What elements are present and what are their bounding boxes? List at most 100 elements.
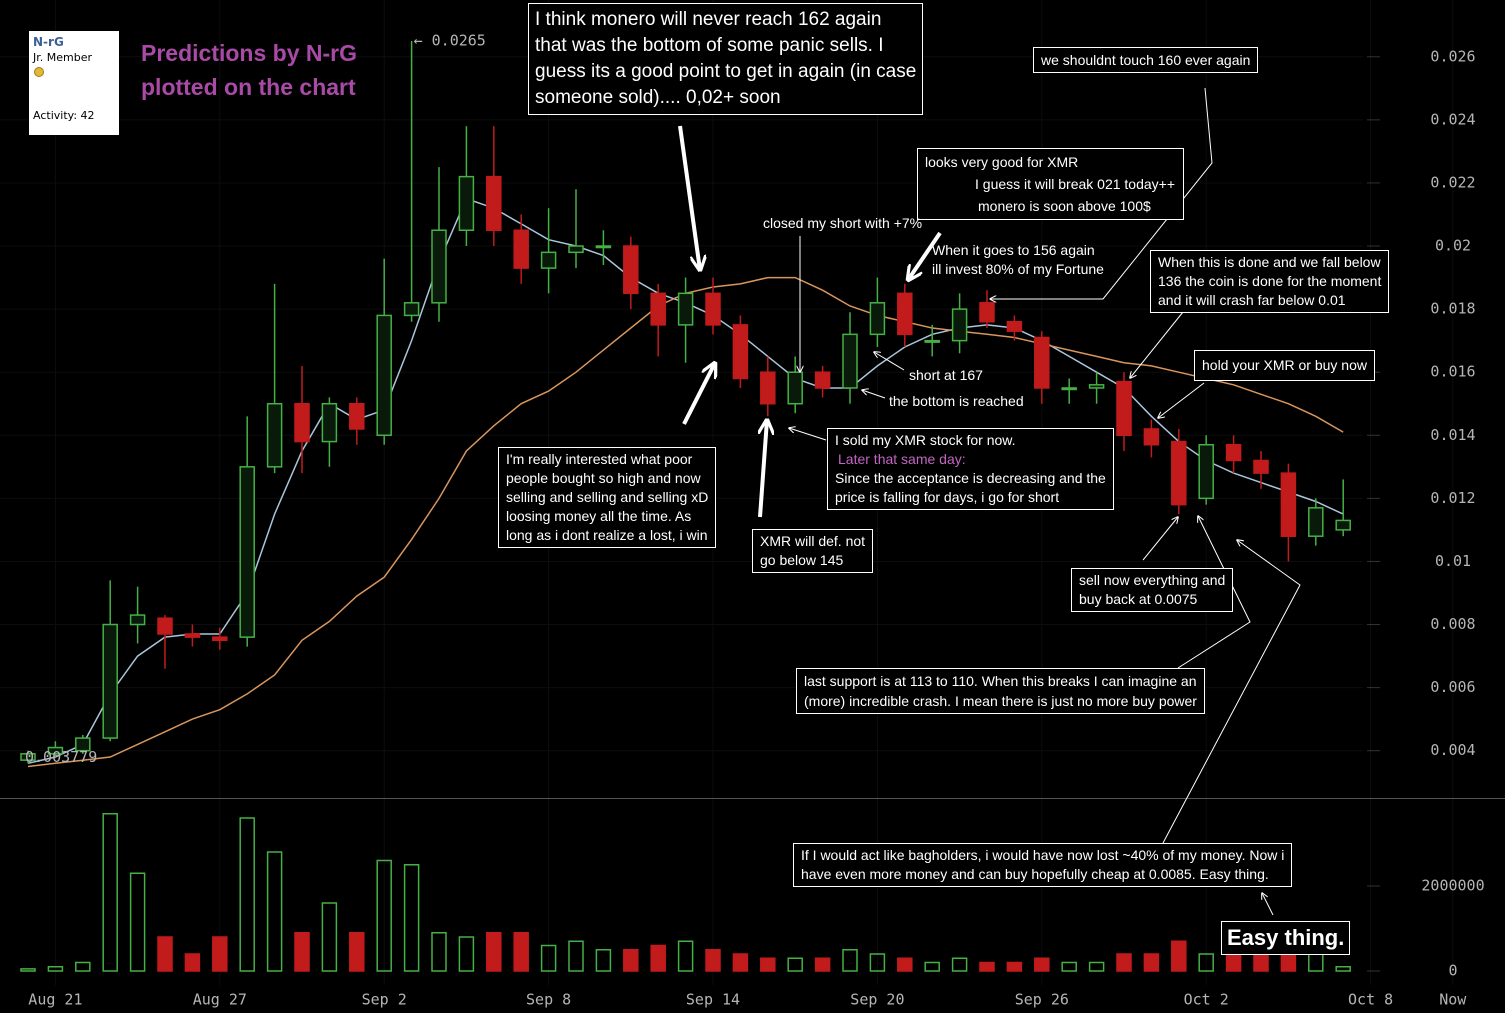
coin-icon — [34, 67, 44, 77]
volume-panel — [20, 813, 1351, 972]
candle-body — [1335, 519, 1351, 531]
x-tick-label: Sep 26 — [1015, 991, 1069, 1009]
arrow — [682, 363, 715, 425]
volume-bar — [20, 968, 36, 972]
volume-bar — [814, 957, 831, 972]
arrows — [678, 87, 1301, 916]
annotation: short at 167 — [909, 366, 983, 385]
y-tick-label: 0.02 — [1435, 237, 1471, 255]
volume-bar — [513, 932, 529, 972]
chart-title: Predictions by N-rG — [141, 40, 357, 66]
arrow — [1142, 517, 1178, 561]
arrow — [1158, 382, 1205, 418]
candle-body — [184, 633, 201, 638]
annotation: we shouldnt touch 160 ever again — [1033, 47, 1259, 73]
candle-body — [1225, 443, 1242, 462]
volume-bar — [979, 961, 995, 972]
volume-bar — [486, 932, 502, 972]
y-tick-label: 0.01 — [1435, 552, 1471, 570]
y-tick-label: 0.008 — [1430, 615, 1475, 633]
volume-bar — [266, 851, 283, 972]
volume-bar — [431, 932, 447, 972]
volume-bar — [1006, 961, 1023, 972]
volume-bar — [47, 966, 64, 972]
annotation-line: loosing money all the time. As — [506, 508, 692, 524]
arrow — [760, 420, 767, 518]
candle-body — [513, 229, 529, 269]
candle-body — [1034, 336, 1050, 389]
x-tick-label: Sep 2 — [362, 991, 407, 1009]
candle-body — [458, 175, 475, 232]
annotation-line: people bought so high and now — [506, 470, 701, 486]
volume-bar — [321, 902, 338, 972]
candle-body — [540, 251, 557, 269]
volume-bar — [1308, 953, 1324, 972]
annotation: sell now everything and buy back at 0.00… — [1071, 568, 1234, 612]
volume-bar — [540, 944, 557, 972]
y-tick-label: 0.016 — [1430, 363, 1475, 381]
volume-bar — [157, 936, 173, 972]
volume-bar — [1034, 957, 1050, 972]
volume-bar — [623, 949, 639, 972]
candle-body — [239, 466, 255, 638]
volume-bar — [129, 872, 146, 972]
annotation-line: short at 167 — [909, 367, 983, 383]
annotation: I'm really interested what poor people b… — [498, 447, 717, 548]
annotation-line: and it will crash far below 0.01 — [1158, 292, 1346, 308]
y2-tick-label: 0 — [1448, 962, 1457, 980]
volume-bar — [1143, 953, 1160, 972]
candle-body — [1006, 320, 1023, 332]
annotation: looks very good for XMR I guess it will … — [917, 148, 1184, 220]
volume-bar — [568, 940, 584, 972]
volume-bar — [294, 932, 310, 972]
x-tick-label: Sep 14 — [686, 991, 740, 1009]
annotation: the bottom is reached — [889, 392, 1024, 411]
volume-bar — [184, 953, 201, 972]
volume-bar — [1061, 961, 1077, 972]
y-tick-label: 0.012 — [1430, 489, 1475, 507]
candle-body — [677, 292, 694, 326]
annotation-line: (more) incredible crash. I mean there is… — [804, 693, 1197, 709]
x-tick-label: Sep 20 — [850, 991, 904, 1009]
volume-bar — [403, 864, 420, 972]
candle-body — [787, 371, 803, 405]
x-tick-label: Oct 8 — [1348, 991, 1393, 1009]
candle-body — [486, 175, 502, 232]
annotation-line: selling and selling and selling xD — [506, 489, 709, 505]
candle-body — [595, 245, 612, 249]
annotation-line: hold your XMR or buy now — [1202, 357, 1367, 373]
x-tick-label: Oct 2 — [1184, 991, 1229, 1009]
username: N-rG — [33, 35, 64, 49]
arrow — [990, 87, 1213, 299]
title-block: Predictions by N-rG plotted on the chart — [141, 36, 357, 104]
arrow — [678, 125, 700, 270]
arrow — [908, 231, 942, 280]
candle-body — [623, 245, 639, 295]
annotation-line: guess its a good point to get in again (… — [535, 61, 917, 82]
candle-body — [20, 753, 36, 761]
annotation-line: Later that same day: — [838, 451, 966, 467]
annotation-line: When this is done and we fall below — [1158, 254, 1381, 270]
y-tick-label: 0.004 — [1430, 741, 1475, 759]
annotation-line: closed my short with +7% — [763, 215, 923, 231]
x-tick-label: Sep 8 — [526, 991, 571, 1009]
volume-bar — [869, 953, 886, 972]
annotation-line: When it goes to 156 again — [932, 242, 1095, 258]
user-rank: Jr. Member — [33, 51, 92, 64]
volume-bar — [650, 944, 666, 972]
arrow — [1130, 311, 1184, 378]
y-tick-label: 0.006 — [1430, 678, 1475, 696]
volume-bar — [1335, 966, 1351, 972]
candle-body — [157, 617, 173, 635]
annotation-line: looks very good for XMR — [925, 154, 1079, 170]
x-tick-label: Aug 21 — [28, 991, 82, 1009]
annotation-line: the bottom is reached — [889, 393, 1024, 409]
y-tick-label: 0.026 — [1430, 47, 1475, 65]
candle-body — [102, 623, 118, 739]
candle-body — [924, 339, 940, 343]
volume-bar — [239, 817, 255, 972]
grid — [0, 0, 1454, 985]
y-tick-label: 0.018 — [1430, 300, 1475, 318]
candle-body — [869, 302, 886, 336]
candle-body — [403, 302, 420, 317]
